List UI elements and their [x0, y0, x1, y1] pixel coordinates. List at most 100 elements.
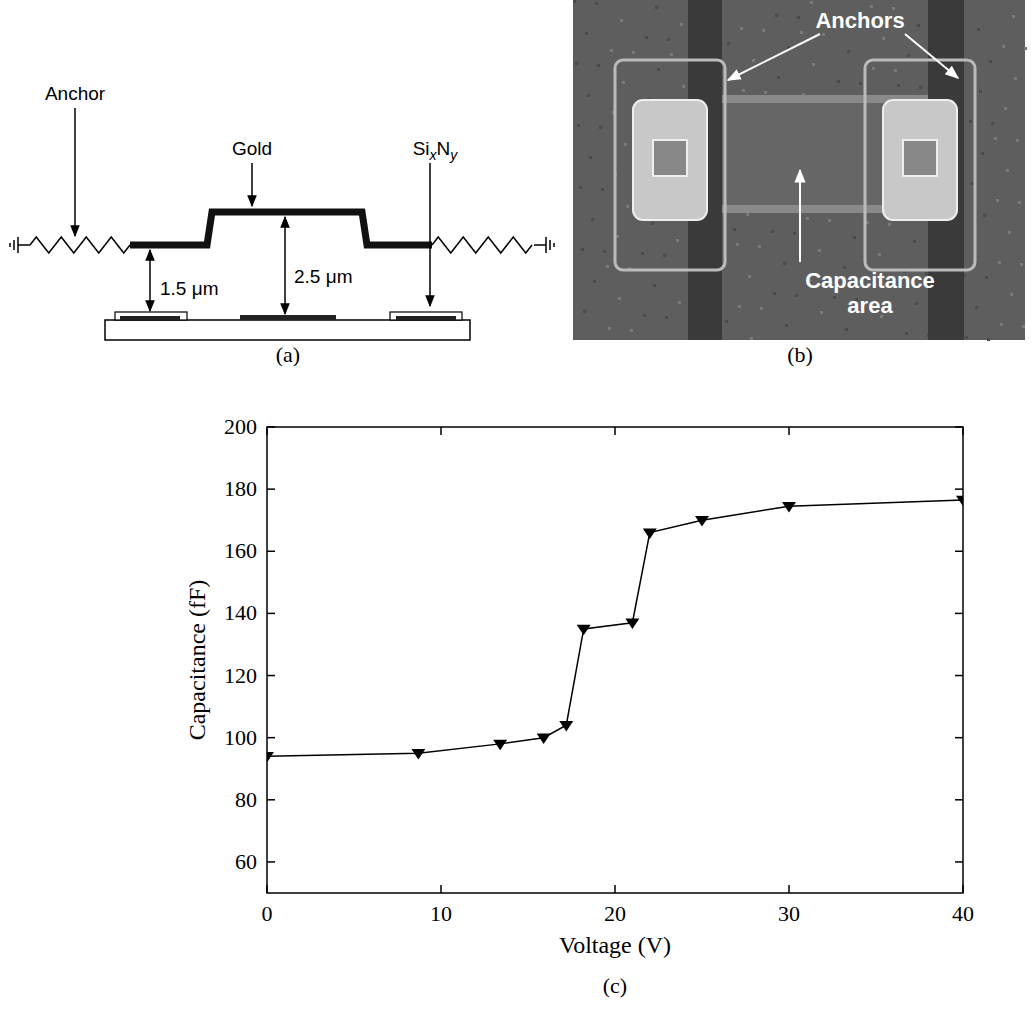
marker: [625, 619, 639, 630]
marker: [695, 516, 709, 527]
photo-grain: [1016, 139, 1019, 142]
label: 2.5 μm: [294, 266, 352, 287]
x-tick: [788, 885, 790, 893]
photo-grain: [587, 94, 590, 97]
x-tick: [440, 885, 442, 893]
photo-grain: [822, 33, 825, 36]
photo-grain: [665, 316, 668, 319]
ground-bar: [549, 240, 551, 250]
photo-grain: [593, 280, 596, 283]
photo-grain: [837, 80, 840, 83]
photo-grain: [599, 126, 602, 129]
resistor: [30, 237, 130, 253]
x-tick: [788, 427, 790, 435]
photo-pad: [633, 100, 707, 220]
photo-grain: [624, 143, 627, 146]
photo-grain: [991, 122, 994, 125]
photo-grain: [783, 262, 786, 265]
label: 180: [224, 476, 257, 501]
photo-grain: [641, 252, 644, 255]
photo-grain: [618, 297, 621, 300]
photo-grain: [740, 27, 743, 30]
marker: [782, 502, 796, 513]
photo-grain: [736, 243, 739, 246]
photo-grain: [575, 62, 578, 65]
electrode: [240, 315, 336, 320]
y-tick: [267, 861, 275, 863]
label: Voltage (V): [559, 932, 671, 958]
ground-bar: [545, 237, 547, 253]
photo-grain: [670, 53, 673, 56]
photo-grain: [1004, 107, 1007, 110]
photo-grain: [828, 219, 831, 222]
photo-grain: [577, 124, 580, 127]
photo-grain: [894, 69, 897, 72]
y-tick: [267, 488, 275, 490]
label: (c): [603, 973, 627, 998]
photo-grain: [606, 265, 609, 268]
photo-grain: [994, 137, 997, 140]
y-tick: [267, 551, 275, 553]
y-tick: [955, 799, 963, 801]
photo-grain: [1010, 293, 1013, 296]
photo-grain: [987, 338, 990, 341]
photo-grain: [680, 23, 683, 26]
ground-bar: [9, 243, 11, 247]
label: (b): [787, 342, 813, 367]
label: 20: [604, 901, 626, 926]
pointer-arrow: [728, 34, 820, 80]
photo-grain: [853, 236, 856, 239]
photo-grain: [1012, 15, 1015, 18]
photo-grain: [651, 222, 654, 225]
photo-grain: [915, 302, 918, 305]
photo-grain: [591, 218, 594, 221]
label: 80: [235, 787, 257, 812]
photo-grain: [760, 307, 763, 310]
label: 100: [224, 725, 257, 750]
resistor: [432, 237, 532, 253]
photo-grain: [608, 327, 611, 330]
y-tick: [267, 675, 275, 677]
label: 200: [224, 414, 257, 439]
photo-anchor: [615, 60, 725, 270]
photo-grain: [1006, 169, 1009, 172]
photo-grain: [764, 91, 767, 94]
photo-grain: [785, 324, 788, 327]
photo-grain: [773, 292, 776, 295]
photo-grain: [727, 42, 730, 45]
substrate: [105, 320, 470, 340]
y-tick: [955, 488, 963, 490]
figure: AnchorGoldSixNy1.5 μm2.5 μm(a)AnchorsCap…: [0, 0, 1031, 1014]
label-part: N: [437, 138, 451, 159]
ground-bar: [553, 243, 555, 247]
photo-grain: [983, 214, 986, 217]
label-line: area: [847, 293, 893, 318]
photo-grain: [1014, 77, 1017, 80]
photo-grain: [748, 275, 751, 278]
y-tick: [955, 551, 963, 553]
photo-grain: [989, 60, 992, 63]
photo-grain: [622, 81, 625, 84]
photo-grain: [682, 85, 685, 88]
y-tick: [267, 426, 275, 428]
marker: [411, 749, 425, 760]
photo-grain: [1008, 231, 1011, 234]
photo-grain: [752, 59, 755, 62]
photo-grain: [583, 310, 586, 313]
photo-grain: [797, 16, 800, 19]
label: 60: [235, 849, 257, 874]
photo-grain: [725, 320, 728, 323]
photo-grain: [985, 276, 988, 279]
photo-grain: [775, 14, 778, 17]
y-tick: [955, 861, 963, 863]
gold-beam: [130, 212, 432, 245]
photo-grain: [965, 336, 968, 339]
pointer-arrow: [799, 170, 801, 262]
photo-grain: [746, 213, 749, 216]
x-tick: [962, 427, 964, 435]
marker: [577, 625, 591, 636]
photo-grain: [742, 89, 745, 92]
x-tick: [266, 427, 268, 435]
photo-grain: [579, 186, 582, 189]
ground-bar: [13, 240, 15, 250]
